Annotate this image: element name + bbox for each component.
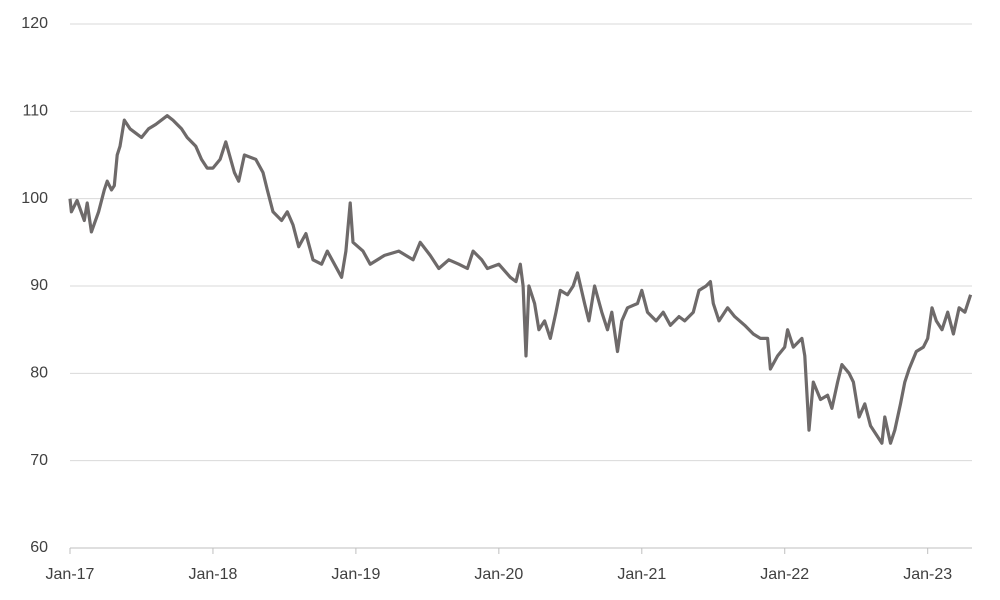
x-tick-label: Jan-17: [46, 566, 95, 583]
y-tick-label: 110: [22, 103, 48, 120]
data-line: [68, 114, 973, 445]
y-tick-label: 90: [30, 277, 48, 294]
x-tick-label: Jan-21: [617, 566, 666, 583]
x-tick-label: Jan-23: [903, 566, 952, 583]
y-tick-label: 60: [30, 539, 48, 556]
x-tick-label: Jan-18: [188, 566, 237, 583]
x-tick-label: Jan-19: [331, 566, 380, 583]
y-tick-label: 100: [21, 190, 48, 207]
x-tick-label: Jan-22: [760, 566, 809, 583]
x-tick-label: Jan-20: [474, 566, 523, 583]
y-tick-label: 70: [30, 452, 48, 469]
y-tick-label: 120: [21, 15, 48, 32]
y-tick-label: 80: [30, 365, 48, 382]
